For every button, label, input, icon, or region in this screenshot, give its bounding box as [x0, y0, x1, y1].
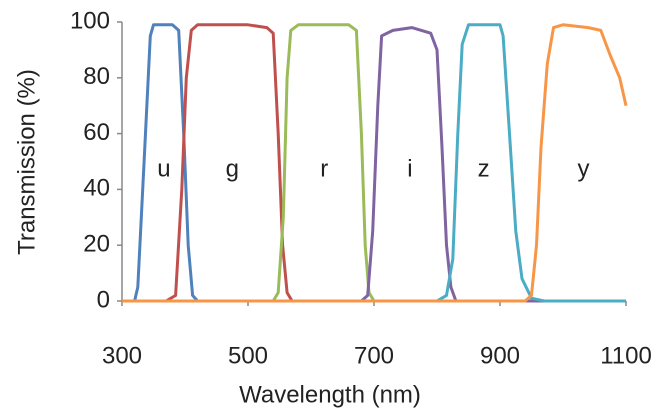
y-tick-label: 100	[70, 7, 110, 34]
y-axis-label: Transmission (%)	[13, 69, 40, 255]
x-tick-label: 700	[354, 342, 394, 369]
x-axis-label: Wavelength (nm)	[239, 381, 421, 408]
series-label: g	[226, 155, 239, 182]
series-line	[122, 23, 628, 303]
series-label: y	[577, 155, 589, 182]
series-label: u	[157, 155, 170, 182]
series-label: i	[407, 155, 412, 182]
x-tick-label: 1100	[600, 342, 652, 369]
series-line	[122, 26, 626, 303]
y-tick-label: 20	[83, 231, 110, 258]
y-tick-label: 80	[83, 63, 110, 90]
series-line	[122, 23, 626, 303]
x-tick-label: 900	[480, 342, 520, 369]
y-tick-label: 60	[83, 119, 110, 146]
y-tick-label: 0	[97, 286, 110, 313]
y-tick-label: 40	[83, 175, 110, 202]
series-label: r	[320, 155, 328, 182]
series-line	[122, 23, 626, 303]
series-label: z	[478, 155, 490, 182]
x-tick-label: 500	[228, 342, 268, 369]
series-line	[122, 23, 626, 303]
x-tick-label: 300	[102, 342, 142, 369]
